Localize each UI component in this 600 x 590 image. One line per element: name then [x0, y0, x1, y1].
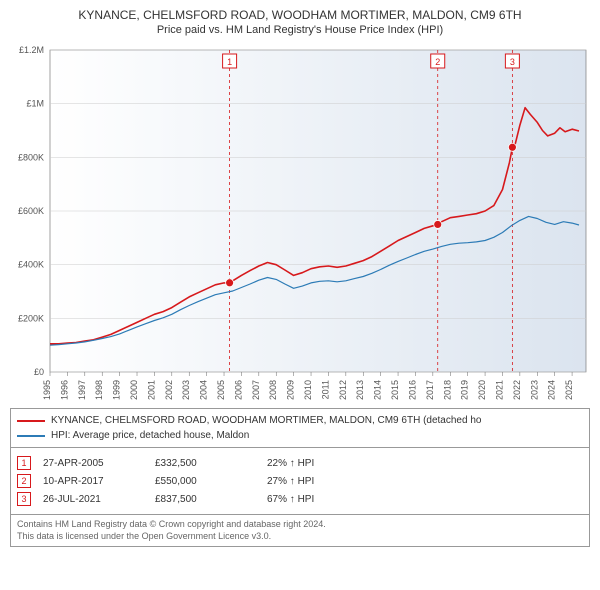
event-row: 2 10-APR-2017 £550,000 27% ↑ HPI [17, 472, 583, 490]
svg-text:2003: 2003 [181, 380, 191, 400]
svg-text:2013: 2013 [355, 380, 365, 400]
event-marker: 3 [17, 492, 31, 506]
svg-text:2024: 2024 [547, 380, 557, 400]
svg-text:2023: 2023 [529, 380, 539, 400]
event-row: 3 26-JUL-2021 £837,500 67% ↑ HPI [17, 490, 583, 508]
title-block: KYNANCE, CHELMSFORD ROAD, WOODHAM MORTIM… [4, 8, 596, 36]
svg-text:2017: 2017 [425, 380, 435, 400]
legend-label: HPI: Average price, detached house, Mald… [51, 428, 249, 443]
svg-text:2015: 2015 [390, 380, 400, 400]
event-marker: 2 [17, 474, 31, 488]
event-price: £332,500 [155, 458, 255, 469]
svg-text:3: 3 [510, 57, 515, 67]
svg-text:£200K: £200K [18, 313, 44, 323]
svg-text:2025: 2025 [564, 380, 574, 400]
svg-text:£1.2M: £1.2M [19, 45, 44, 55]
svg-text:2022: 2022 [512, 380, 522, 400]
svg-text:£1M: £1M [26, 99, 44, 109]
svg-text:2000: 2000 [129, 380, 139, 400]
svg-text:1996: 1996 [59, 380, 69, 400]
svg-text:2021: 2021 [494, 380, 504, 400]
event-delta: 27% ↑ HPI [267, 476, 583, 487]
event-delta: 67% ↑ HPI [267, 494, 583, 505]
svg-text:1999: 1999 [112, 380, 122, 400]
legend-label: KYNANCE, CHELMSFORD ROAD, WOODHAM MORTIM… [51, 413, 481, 428]
svg-text:2008: 2008 [268, 380, 278, 400]
svg-text:2014: 2014 [373, 380, 383, 400]
svg-text:2012: 2012 [338, 380, 348, 400]
chart-area: £0 £200K £400K £600K £800K £1M £1.2M 1995 1996 19… [4, 42, 596, 402]
svg-text:2009: 2009 [286, 380, 296, 400]
svg-text:2019: 2019 [460, 380, 470, 400]
legend-item: HPI: Average price, detached house, Mald… [17, 428, 583, 443]
svg-text:2002: 2002 [164, 380, 174, 400]
event-date: 27-APR-2005 [43, 458, 143, 469]
legend: KYNANCE, CHELMSFORD ROAD, WOODHAM MORTIM… [10, 408, 590, 448]
svg-text:2011: 2011 [320, 380, 330, 399]
svg-text:2: 2 [435, 57, 440, 67]
chart-subtitle: Price paid vs. HM Land Registry's House … [4, 24, 596, 36]
event-row: 1 27-APR-2005 £332,500 22% ↑ HPI [17, 454, 583, 472]
svg-text:1995: 1995 [42, 380, 52, 400]
footer-line-1: Contains HM Land Registry data © Crown c… [17, 519, 583, 531]
event-date: 10-APR-2017 [43, 476, 143, 487]
chart-title: KYNANCE, CHELMSFORD ROAD, WOODHAM MORTIM… [4, 8, 596, 22]
svg-text:2005: 2005 [216, 380, 226, 400]
svg-text:1997: 1997 [77, 380, 87, 400]
svg-text:2007: 2007 [251, 380, 261, 400]
svg-text:2018: 2018 [442, 380, 452, 400]
svg-text:1: 1 [227, 57, 232, 67]
event-price: £550,000 [155, 476, 255, 487]
svg-text:2001: 2001 [146, 380, 156, 400]
svg-text:£400K: £400K [18, 260, 44, 270]
svg-text:£600K: £600K [18, 206, 44, 216]
svg-text:£800K: £800K [18, 152, 44, 162]
svg-text:2006: 2006 [233, 380, 243, 400]
event-delta: 22% ↑ HPI [267, 458, 583, 469]
svg-text:2016: 2016 [407, 380, 417, 400]
line-chart-svg: £0 £200K £400K £600K £800K £1M £1.2M 1995 1996 19… [4, 42, 594, 402]
svg-text:2004: 2004 [199, 380, 209, 400]
svg-text:2010: 2010 [303, 380, 313, 400]
event-price: £837,500 [155, 494, 255, 505]
svg-text:£0: £0 [34, 367, 44, 377]
events-table: 1 27-APR-2005 £332,500 22% ↑ HPI 2 10-APR-201… [10, 448, 590, 515]
svg-text:2020: 2020 [477, 380, 487, 400]
footer-attribution: Contains HM Land Registry data © Crown c… [10, 515, 590, 547]
legend-swatch [17, 435, 45, 437]
event-date: 26-JUL-2021 [43, 494, 143, 505]
event-marker: 1 [17, 456, 31, 470]
legend-item: KYNANCE, CHELMSFORD ROAD, WOODHAM MORTIM… [17, 413, 583, 428]
svg-text:1998: 1998 [94, 380, 104, 400]
footer-line-2: This data is licensed under the Open Gov… [17, 531, 583, 543]
legend-swatch [17, 420, 45, 422]
